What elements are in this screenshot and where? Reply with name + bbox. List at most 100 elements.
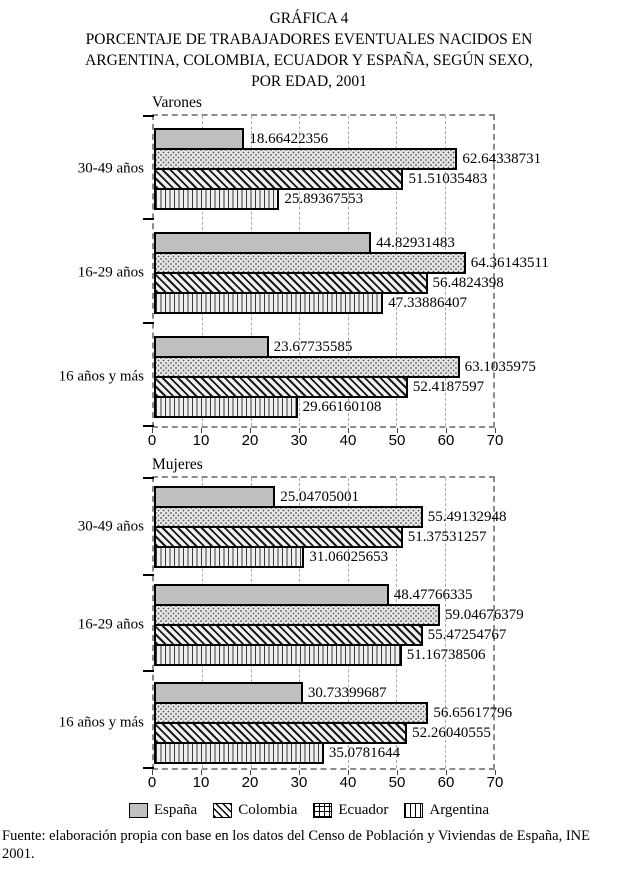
x-axis-tick	[495, 428, 496, 433]
bar-value-label: 29.66160108	[302, 399, 382, 415]
legend-swatch-ecuador	[313, 803, 333, 818]
x-tick-label: 50	[388, 432, 406, 449]
bar-value-label: 52.26040555	[412, 725, 491, 741]
bar-row-ecuador: 55.49132948	[154, 506, 506, 528]
bar-argentina	[154, 188, 280, 210]
category-label: 30-49 años	[77, 160, 144, 177]
x-tick-label: 20	[241, 432, 259, 449]
bar-row-colombia: 55.47254767	[154, 624, 506, 646]
x-tick-label: 40	[339, 774, 357, 791]
bar-value-label: 47.33886407	[388, 295, 467, 311]
bar-value-label: 31.06025653	[309, 549, 389, 565]
bar-espana	[154, 232, 372, 254]
x-tick-label: 70	[486, 774, 504, 791]
y-axis-tick	[143, 321, 154, 324]
x-axis-tick	[250, 770, 251, 775]
bar-value-label: 25.89367553	[284, 191, 364, 207]
bar-row-colombia: 51.51035483	[154, 168, 493, 190]
bar-value-label: 59.04676379	[444, 607, 524, 623]
bar-colombia	[154, 168, 404, 190]
bar-value-label: 51.51035483	[408, 171, 488, 187]
legend-item-argentina: Argentina	[404, 802, 489, 819]
bar-value-label: 56.4824398	[432, 275, 504, 291]
bar-argentina	[154, 644, 402, 666]
x-axis-tick	[299, 428, 300, 433]
bar-value-label: 51.37531257	[407, 529, 487, 545]
bar-value-label: 35.0781644	[328, 745, 401, 761]
category-label: 16-29 años	[77, 616, 144, 633]
bar-group-16-29-anos: 16-29 años 44.82931483 64.36143511 56.48243…	[78, 232, 549, 314]
x-axis-tick	[348, 770, 349, 775]
bar-espana	[154, 486, 276, 508]
bar-colombia	[154, 624, 423, 646]
x-axis-tick	[201, 428, 202, 433]
category-label: 16 años y más	[58, 368, 144, 385]
x-axis-tick	[152, 770, 153, 775]
chart-title: GRÁFICA 4 PORCENTAJE DE TRABAJADORES EVE…	[0, 0, 618, 92]
bar-argentina	[154, 546, 305, 568]
legend-swatch-argentina	[404, 803, 424, 818]
bar-row-espana: 25.04705001	[154, 486, 493, 508]
y-axis-tick	[143, 573, 154, 576]
bar-row-espana: 18.66422356	[154, 128, 493, 150]
bar-ecuador	[154, 506, 423, 528]
section-title-mujeres: Mujeres	[152, 456, 203, 473]
bar-ecuador	[154, 252, 466, 274]
bar-row-argentina: 31.06025653	[154, 546, 493, 568]
x-tick-label: 30	[290, 432, 308, 449]
bar-espana	[154, 682, 303, 704]
bar-row-argentina: 35.0781644	[154, 742, 493, 764]
bar-row-espana: 44.82931483	[154, 232, 493, 254]
y-axis-tick	[143, 767, 154, 769]
bar-value-label: 23.67735585	[273, 339, 353, 355]
plot-area-varones: 30-49 años 18.66422356 62.64338731 51.51035…	[59, 114, 549, 428]
category-label: 16-29 años	[77, 264, 144, 281]
y-axis-tick	[143, 477, 154, 479]
bar-argentina	[154, 396, 298, 418]
x-tick-label: 60	[437, 774, 455, 791]
bar-row-espana: 30.73399687	[154, 682, 493, 704]
bar-row-colombia: 51.37531257	[154, 526, 493, 548]
bar-row-ecuador: 63.1035975	[154, 356, 536, 378]
bar-row-espana: 48.47766335	[154, 584, 493, 606]
bar-group-16-anos-y-mas: 16 años y más 30.73399687 56.65617796 52.26…	[59, 682, 512, 764]
bar-ecuador	[154, 604, 440, 626]
x-axis-tick	[152, 428, 153, 433]
bar-row-argentina: 51.16738506	[154, 644, 493, 666]
x-axis-tick	[495, 770, 496, 775]
bar-row-ecuador: 64.36143511	[154, 252, 549, 274]
bar-value-label: 51.16738506	[406, 647, 486, 663]
bar-value-label: 44.82931483	[376, 235, 455, 251]
category-label: 16 años y más	[58, 714, 144, 731]
x-axis-tick	[250, 428, 251, 433]
x-axis-tick	[348, 428, 349, 433]
y-axis-tick	[143, 425, 154, 427]
bar-value-label: 55.47254767	[427, 627, 507, 643]
x-tick-label: 30	[290, 774, 308, 791]
bar-row-colombia: 52.4187597	[154, 376, 493, 398]
legend-label-argentina: Argentina	[429, 802, 490, 818]
bar-argentina	[154, 742, 324, 764]
chart-title-line-1: GRÁFICA 4	[269, 10, 349, 27]
x-tick-label: 60	[437, 432, 455, 449]
y-axis-tick	[143, 115, 154, 117]
bar-value-label: 64.36143511	[470, 255, 549, 271]
chart-varones: 30-49 años 18.66422356 62.64338731 51.51035…	[59, 114, 549, 428]
x-tick-label: 10	[192, 432, 210, 449]
bar-value-label: 25.04705001	[280, 489, 360, 505]
chart-mujeres: 30-49 años 25.04705001 55.49132948 51.37531…	[59, 476, 524, 770]
bar-row-ecuador: 62.64338731	[154, 148, 541, 170]
bar-value-label: 30.73399687	[307, 685, 387, 701]
bar-value-label: 62.64338731	[462, 151, 542, 167]
y-axis-tick	[143, 670, 154, 673]
x-axis-tick	[397, 428, 398, 433]
bar-value-label: 48.47766335	[393, 587, 473, 603]
legend-item-espana: España	[128, 802, 197, 819]
x-tick-label: 40	[339, 432, 357, 449]
x-tick-label: 10	[192, 774, 210, 791]
bar-ecuador	[154, 702, 429, 724]
plot-area-mujeres: 30-49 años 25.04705001 55.49132948 51.37531…	[59, 476, 524, 770]
bar-row-ecuador: 59.04676379	[154, 604, 524, 626]
source-note: Fuente: elaboración propia con base en l…	[2, 828, 590, 862]
